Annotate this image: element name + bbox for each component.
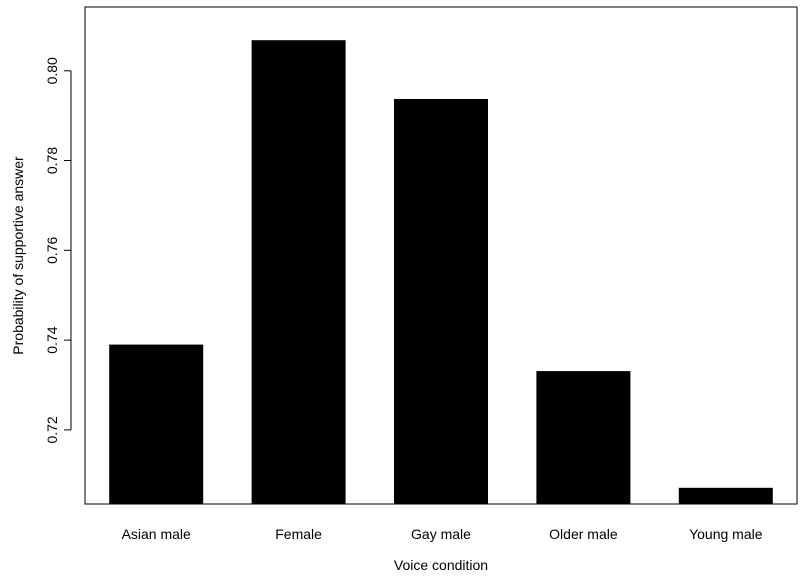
x-tick-label: Gay male <box>411 526 471 542</box>
bar <box>109 344 204 504</box>
x-axis-labels: Asian male Female Gay male Older male Young … <box>122 526 763 542</box>
x-tick-label: Young male <box>689 526 763 542</box>
bars-layer <box>109 40 773 504</box>
y-axis-title: Probability of supportive answer <box>10 156 26 355</box>
x-tick-label: Older male <box>549 526 618 542</box>
y-tick-label: 0.74 <box>44 326 60 353</box>
bar <box>251 40 346 504</box>
y-tick-label: 0.80 <box>44 57 60 84</box>
y-tick-label: 0.72 <box>44 416 60 443</box>
y-axis: 0.72 0.74 0.76 0.78 0.80 <box>44 57 72 444</box>
bar <box>536 371 631 504</box>
bar <box>394 99 488 504</box>
x-tick-label: Asian male <box>122 526 191 542</box>
y-tick-label: 0.78 <box>44 147 60 174</box>
x-axis-title: Voice condition <box>394 557 488 573</box>
x-tick-label: Female <box>275 526 322 542</box>
y-tick-label: 0.76 <box>44 236 60 263</box>
bar <box>678 487 773 504</box>
